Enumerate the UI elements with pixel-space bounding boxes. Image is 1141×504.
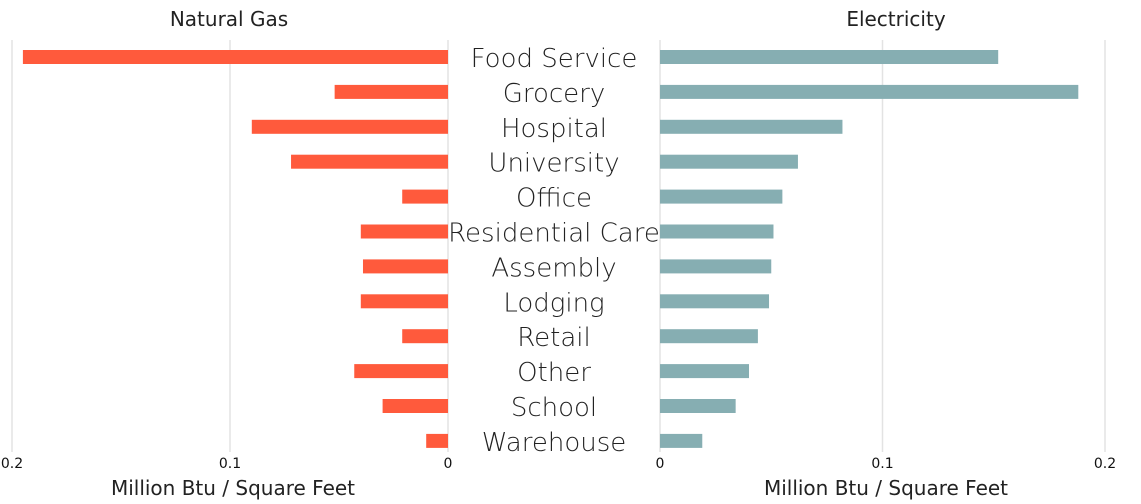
electricity-bar-assembly xyxy=(660,259,772,274)
electricity-bar-office xyxy=(660,189,783,204)
natural-gas-tick-0-1: 0.1 xyxy=(219,456,241,472)
electricity-bar-school xyxy=(660,399,736,413)
natural-gas-bar-other xyxy=(354,364,448,379)
natural-gas-gridlines xyxy=(11,40,449,452)
category-label-other: Other xyxy=(517,358,591,388)
natural-gas-bar-residential-care xyxy=(360,224,448,239)
electricity-bar-warehouse xyxy=(660,433,703,448)
category-label-warehouse: Warehouse xyxy=(482,428,627,458)
category-label-office: Office xyxy=(516,184,592,214)
electricity-bar-food-service xyxy=(660,50,999,64)
electricity-bar-lodging xyxy=(660,294,770,309)
natural-gas-bar-retail xyxy=(402,329,448,344)
electricity-tick-0-1: 0.1 xyxy=(871,456,893,472)
natural-gas-x-axis-label: Million Btu / Square Feet xyxy=(111,476,355,500)
electricity-gridlines xyxy=(659,40,1106,452)
electricity-bars xyxy=(660,50,1079,448)
category-label-food-service: Food Service xyxy=(471,44,638,74)
category-label-retail: Retail xyxy=(517,323,590,353)
electricity-bar-university xyxy=(660,154,798,169)
natural-gas-bars xyxy=(22,50,449,448)
natural-gas-bar-hospital xyxy=(251,119,448,134)
category-labels: Food Service Grocery Hospital University Off… xyxy=(448,44,660,458)
natural-gas-title: Natural Gas xyxy=(170,7,288,31)
electricity-bar-other xyxy=(660,364,749,379)
electricity-tick-labels: 0 0.1 0.2 xyxy=(656,456,1117,472)
natural-gas-bar-food-service xyxy=(22,50,449,64)
category-label-grocery: Grocery xyxy=(503,79,606,109)
electricity-tick-0-2: 0.2 xyxy=(1094,456,1116,472)
natural-gas-tick-labels: 0.2 0.1 0 xyxy=(1,456,453,472)
electricity-title: Electricity xyxy=(846,7,946,31)
natural-gas-tick-0-2: 0.2 xyxy=(1,456,23,472)
electricity-bar-grocery xyxy=(660,84,1079,99)
electricity-tick-0: 0 xyxy=(656,456,665,472)
natural-gas-bar-assembly xyxy=(362,259,448,274)
category-label-lodging: Lodging xyxy=(503,288,604,318)
category-label-school: School xyxy=(511,393,597,423)
category-label-residential-care: Residential Care xyxy=(448,219,660,249)
category-label-hospital: Hospital xyxy=(501,114,607,144)
natural-gas-tick-0: 0 xyxy=(444,456,453,472)
electricity-x-axis-label: Million Btu / Square Feet xyxy=(764,476,1008,500)
category-label-university: University xyxy=(488,149,619,179)
natural-gas-bar-grocery xyxy=(334,84,448,99)
natural-gas-bar-school xyxy=(382,399,448,413)
natural-gas-bar-office xyxy=(402,189,448,204)
electricity-bar-hospital xyxy=(660,119,843,134)
natural-gas-bar-lodging xyxy=(360,294,448,309)
electricity-bar-residential-care xyxy=(660,224,774,239)
electricity-bar-retail xyxy=(660,329,758,344)
natural-gas-bar-warehouse xyxy=(426,433,448,448)
natural-gas-bar-university xyxy=(291,154,448,169)
category-label-assembly: Assembly xyxy=(491,253,616,283)
